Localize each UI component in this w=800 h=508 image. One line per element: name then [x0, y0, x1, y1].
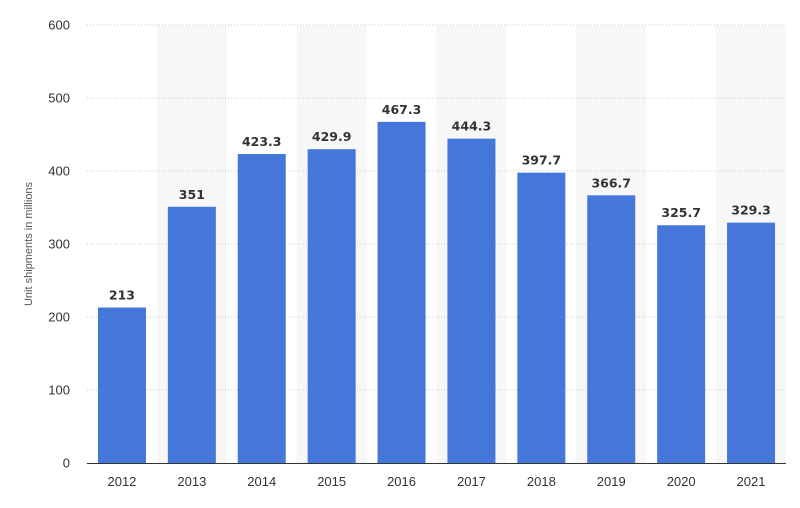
x-tick-label-2020: 2020 [667, 474, 696, 489]
y-axis-title: Unit shipments in millions [23, 181, 35, 306]
y-tick-label: 500 [48, 91, 70, 106]
x-axis-ticks: 2012 2013 2014 2015 2016 2017 2018 2019 2020 2021 [107, 474, 765, 489]
bar-2018[interactable] [517, 172, 566, 463]
value-label-2019: 366.7 [591, 175, 631, 190]
value-label-2021: 329.3 [731, 203, 771, 218]
value-label-2016: 467.3 [382, 102, 422, 117]
value-labels: 213 351 423.3 429.9 467.3 444.3 397.7 366.7 325.… [109, 102, 771, 303]
x-tick-label-2012: 2012 [107, 474, 136, 489]
y-tick-label: 0 [63, 456, 70, 471]
bar-2020[interactable] [657, 225, 706, 463]
value-label-2013: 351 [179, 187, 205, 202]
y-tick-label: 200 [48, 310, 70, 325]
y-tick-label: 100 [48, 383, 70, 398]
y-tick-label: 300 [48, 237, 70, 252]
bar-2016[interactable] [377, 121, 426, 463]
bar-2015[interactable] [307, 149, 356, 463]
y-tick-label: 600 [48, 18, 70, 33]
x-tick-label-2016: 2016 [387, 474, 416, 489]
x-tick-label-2014: 2014 [247, 474, 276, 489]
bar-2019[interactable] [587, 195, 636, 463]
x-tick-label-2019: 2019 [597, 474, 626, 489]
x-tick-label-2017: 2017 [457, 474, 486, 489]
value-label-2014: 423.3 [242, 134, 282, 149]
bar-2013[interactable] [167, 206, 216, 463]
value-label-2012: 213 [109, 288, 135, 303]
x-tick-label-2018: 2018 [527, 474, 556, 489]
value-label-2018: 397.7 [522, 153, 562, 168]
x-tick-label-2021: 2021 [737, 474, 766, 489]
bars [97, 121, 776, 463]
bar-2012[interactable] [97, 307, 146, 463]
y-tick-label: 400 [48, 164, 70, 179]
x-tick-label-2013: 2013 [177, 474, 206, 489]
x-tick-label-2015: 2015 [317, 474, 346, 489]
value-label-2017: 444.3 [452, 119, 492, 134]
value-label-2020: 325.7 [661, 205, 701, 220]
bar-2021[interactable] [727, 222, 776, 463]
bar-2014[interactable] [237, 153, 286, 463]
value-label-2015: 429.9 [312, 129, 352, 144]
bar-2017[interactable] [447, 138, 496, 463]
y-axis-ticks: 0 100 200 300 400 500 600 [48, 18, 70, 471]
